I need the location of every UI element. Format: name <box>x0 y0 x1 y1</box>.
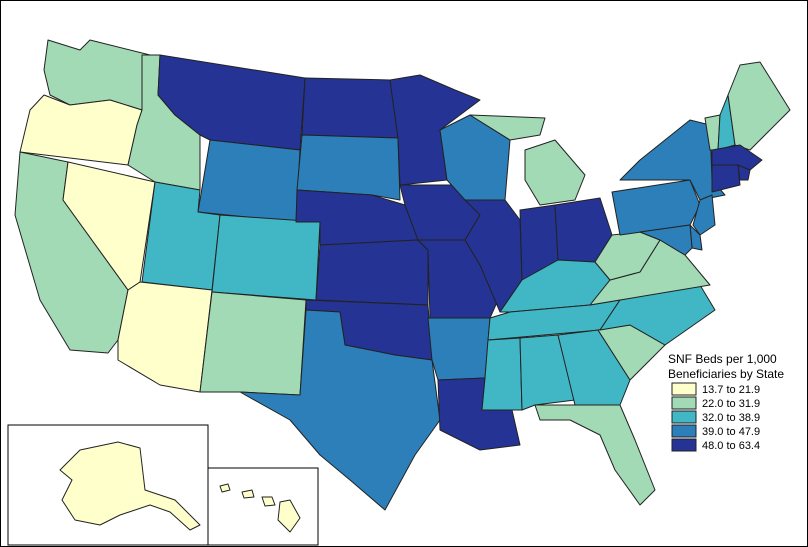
legend-label: 22.0 to 31.9 <box>702 398 760 410</box>
hawaii-inset-frame <box>207 467 319 546</box>
state-wa[interactable] <box>43 39 151 111</box>
legend-swatch <box>671 438 697 452</box>
legend-label: 39.0 to 47.9 <box>702 426 760 438</box>
state-me[interactable] <box>727 61 791 151</box>
hawaii-islands <box>219 483 301 533</box>
states-group <box>14 39 791 511</box>
legend-label: 48.0 to 63.4 <box>702 440 760 452</box>
state-tx[interactable] <box>239 309 441 511</box>
legend-title-line2: Beneficiaries by State <box>668 367 784 381</box>
state-nj[interactable] <box>692 194 716 236</box>
state-ks[interactable] <box>315 239 429 306</box>
state-fl[interactable] <box>534 404 656 506</box>
legend-swatch <box>671 424 697 438</box>
state-pa[interactable] <box>611 179 701 236</box>
state-ms[interactable] <box>481 337 523 411</box>
state-az[interactable] <box>117 281 213 393</box>
legend-swatch <box>671 396 697 410</box>
state-ct[interactable] <box>711 164 741 193</box>
legend-label: 13.7 to 21.9 <box>702 384 760 396</box>
legend-title-line1: SNF Beds per 1,000 <box>668 352 777 366</box>
state-wy[interactable] <box>197 139 301 223</box>
state-ak[interactable] <box>59 441 201 531</box>
state-hi[interactable] <box>219 483 301 533</box>
state-sd[interactable] <box>296 134 401 201</box>
legend-label: 32.0 to 38.9 <box>702 412 760 424</box>
state-or[interactable] <box>19 94 143 166</box>
state-nd[interactable] <box>301 77 399 139</box>
state-mi[interactable] <box>469 114 586 206</box>
legend-items: 13.7 to 21.9 22.0 to 31.9 32.0 to 38.9 39.0… <box>671 382 760 452</box>
state-ma[interactable] <box>711 144 763 171</box>
state-md[interactable] <box>639 224 693 256</box>
legend: SNF Beds per 1,000 Beneficiaries by Stat… <box>668 352 784 452</box>
state-al[interactable] <box>519 334 576 411</box>
state-ar[interactable] <box>427 317 491 381</box>
state-ga[interactable] <box>557 329 631 406</box>
legend-swatch <box>671 382 697 396</box>
state-nm[interactable] <box>199 291 307 396</box>
legend-swatch <box>671 410 697 424</box>
state-co[interactable] <box>211 214 321 301</box>
